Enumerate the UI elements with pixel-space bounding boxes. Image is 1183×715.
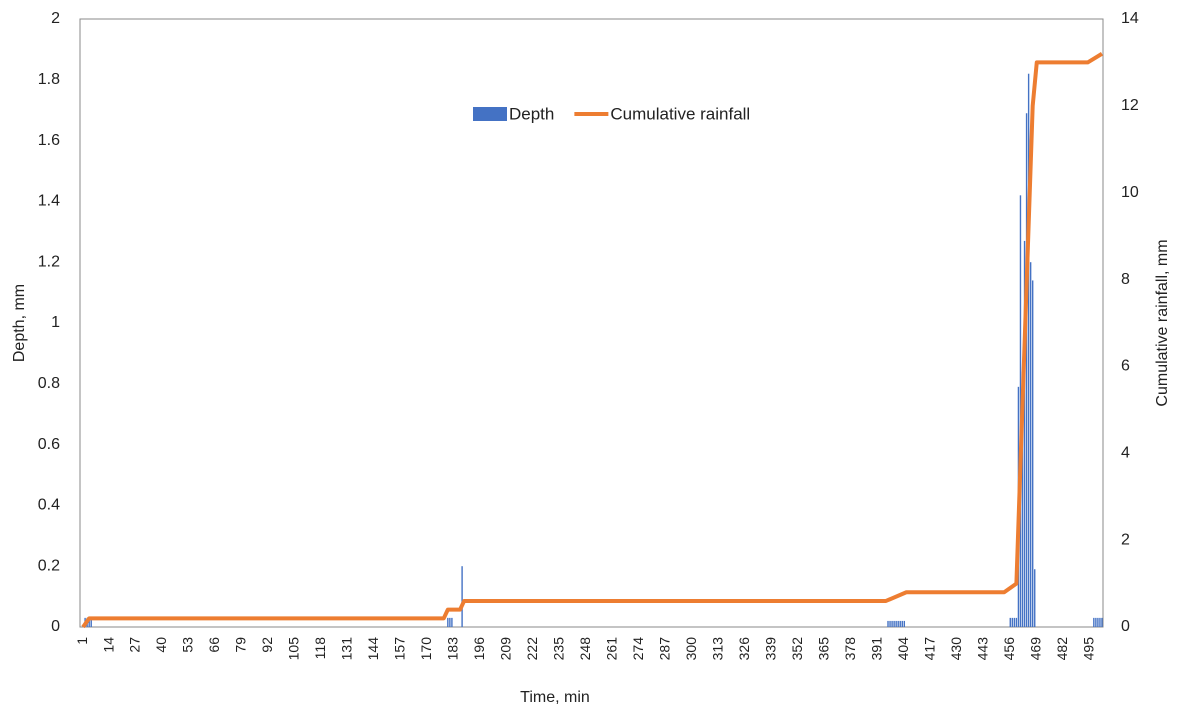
y-tick-label: 2 [51, 10, 60, 27]
x-tick-label: 66 [206, 637, 222, 653]
legend-label: Cumulative rainfall [610, 104, 750, 123]
x-axis-title: Time, min [520, 689, 590, 706]
bar [1097, 617, 1099, 627]
y2-tick-label: 8 [1121, 271, 1130, 288]
x-tick-label: 92 [259, 637, 275, 653]
x-tick-label: 339 [763, 637, 779, 661]
bar [449, 617, 451, 627]
x-tick-label: 443 [974, 637, 990, 661]
x-tick-label: 378 [842, 637, 858, 661]
legend-label: Depth [509, 104, 554, 123]
x-tick-label: 183 [445, 637, 461, 661]
y-axis-title: Depth, mm [11, 284, 28, 362]
bar [895, 620, 897, 627]
bar [1025, 113, 1028, 628]
bar [893, 620, 895, 627]
y-tick-label: 1.2 [38, 253, 60, 270]
bar [1011, 617, 1014, 627]
x-tick-label: 170 [418, 637, 434, 661]
x-tick-label: 1 [74, 637, 90, 645]
bar [447, 617, 449, 627]
x-tick-label: 469 [1027, 637, 1043, 661]
x-tick-label: 27 [127, 637, 143, 653]
bar [1013, 617, 1016, 627]
x-tick-label: 248 [577, 637, 593, 661]
bar [451, 617, 453, 627]
y2-tick-label: 4 [1121, 445, 1130, 462]
x-tick-label: 235 [551, 637, 567, 661]
bar [90, 617, 92, 627]
x-tick-label: 300 [683, 637, 699, 661]
x-tick-label: 53 [180, 637, 196, 653]
bar [1015, 617, 1018, 627]
bar [899, 620, 901, 627]
bar [1095, 617, 1097, 627]
x-tick-label: 105 [286, 637, 302, 661]
bar [461, 566, 463, 627]
bar [887, 620, 889, 627]
y-tick-label: 0.6 [38, 436, 60, 453]
x-tick-label: 456 [1001, 637, 1017, 661]
x-tick-label: 391 [869, 637, 885, 661]
y-tick-label: 1.8 [38, 71, 60, 88]
y-tick-label: 1 [51, 314, 60, 331]
bar [903, 620, 906, 627]
bar [897, 620, 899, 627]
bar [1034, 569, 1036, 627]
x-tick-label: 144 [365, 637, 381, 661]
x-tick-label: 404 [895, 637, 911, 661]
bar [1023, 240, 1026, 628]
x-tick-label: 261 [604, 637, 620, 661]
bar [891, 620, 893, 627]
bar [1093, 617, 1095, 627]
bar [1101, 617, 1103, 627]
x-tick-label: 118 [312, 637, 328, 660]
x-tick-label: 209 [498, 637, 514, 661]
x-tick-label: 352 [789, 637, 805, 661]
x-tick-label: 482 [1054, 637, 1070, 661]
bar [88, 617, 90, 627]
y-tick-label: 1.4 [38, 193, 60, 210]
bar [1027, 73, 1030, 628]
y2-tick-label: 0 [1121, 618, 1130, 635]
y2-tick-label: 10 [1121, 184, 1139, 201]
plot-frame [79, 18, 1104, 628]
y-tick-label: 0.2 [38, 557, 60, 574]
x-tick-label: 495 [1080, 637, 1096, 661]
line [81, 52, 1104, 629]
y2-tick-label: 6 [1121, 358, 1130, 375]
x-tick-label: 326 [736, 637, 752, 661]
bar [1031, 280, 1034, 627]
y2-tick-label: 2 [1121, 531, 1130, 548]
x-tick-label: 365 [816, 637, 832, 661]
x-tick-label: 196 [471, 637, 487, 661]
x-tick-label: 287 [657, 637, 673, 661]
y-tick-label: 0 [51, 618, 60, 635]
bar [1029, 262, 1032, 627]
x-tick-label: 417 [922, 637, 938, 661]
y-tick-label: 1.6 [38, 132, 60, 149]
x-tick-label: 14 [100, 637, 116, 653]
x-tick-label: 157 [392, 637, 408, 661]
x-tick-label: 313 [710, 637, 726, 661]
y2-tick-label: 14 [1121, 10, 1139, 27]
bar [889, 620, 891, 627]
bar [1099, 617, 1101, 627]
x-tick-label: 40 [153, 637, 169, 653]
bar [901, 620, 903, 627]
bar [1021, 371, 1024, 627]
x-tick-label: 274 [630, 637, 646, 661]
bar [1009, 617, 1011, 627]
x-tick-label: 131 [339, 637, 355, 661]
legend-swatch [473, 107, 507, 121]
x-tick-label: 79 [233, 637, 249, 653]
y-tick-label: 0.4 [38, 497, 60, 514]
x-tick-label: 430 [948, 637, 964, 661]
y2-axis-title: Cumulative rainfall, mm [1154, 239, 1171, 406]
x-tick-label: 222 [524, 637, 540, 661]
y-tick-label: 0.8 [38, 375, 60, 392]
y2-tick-label: 12 [1121, 97, 1139, 114]
